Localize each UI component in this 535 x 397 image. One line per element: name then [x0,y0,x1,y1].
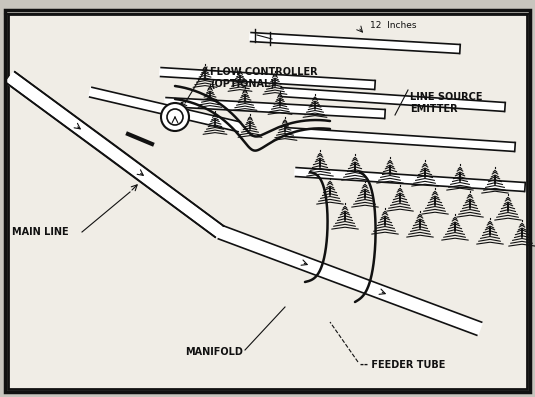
Polygon shape [295,168,525,191]
Text: MANIFOLD: MANIFOLD [185,347,243,357]
Text: FLOW CONTROLLER
(OPTIONAL): FLOW CONTROLLER (OPTIONAL) [210,67,318,89]
Polygon shape [250,33,460,54]
Circle shape [161,103,189,131]
Text: LINE SOURCE
EMITTER: LINE SOURCE EMITTER [410,92,483,114]
Polygon shape [280,87,505,112]
Text: -- FEEDER TUBE: -- FEEDER TUBE [360,360,445,370]
Text: MAIN LINE: MAIN LINE [12,227,68,237]
Polygon shape [6,71,224,238]
Polygon shape [111,148,224,238]
Polygon shape [285,127,515,152]
Text: 12  Inches: 12 Inches [370,21,417,29]
Polygon shape [218,225,483,335]
Polygon shape [6,71,119,160]
Circle shape [167,109,183,125]
Polygon shape [89,87,241,132]
Polygon shape [165,98,385,118]
Polygon shape [160,67,375,89]
